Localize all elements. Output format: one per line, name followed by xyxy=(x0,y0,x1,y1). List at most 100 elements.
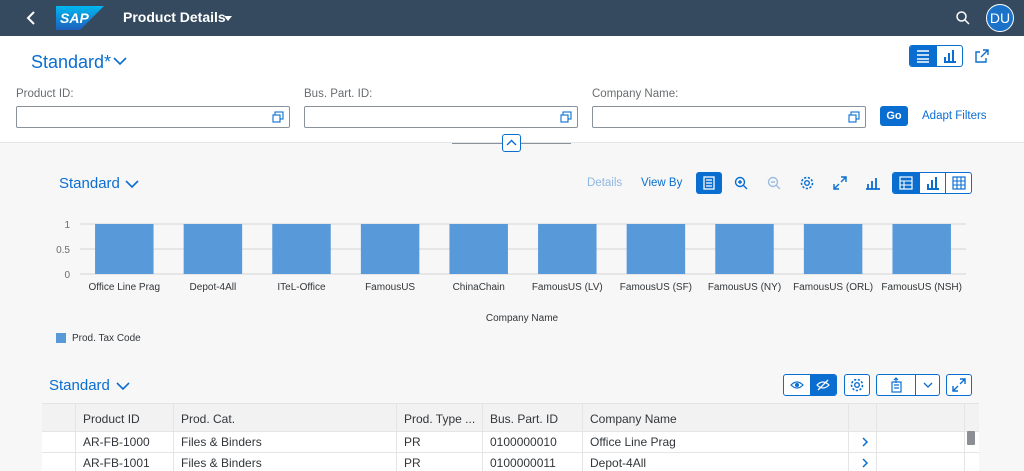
zoom-in-icon[interactable] xyxy=(733,175,749,191)
chevron-right-icon[interactable] xyxy=(859,457,871,469)
x-tick-label: FamousUS (SF) xyxy=(620,282,692,293)
show-button[interactable] xyxy=(784,375,810,395)
column-header[interactable]: Company Name xyxy=(590,412,677,426)
bar xyxy=(95,224,154,274)
column-divider xyxy=(582,404,583,471)
legend-label: Prod. Tax Code xyxy=(72,333,141,344)
value-help-icon[interactable] xyxy=(272,111,284,123)
table-only-button[interactable] xyxy=(945,173,971,193)
collapse-divider xyxy=(452,143,502,144)
chart-table-view-button[interactable] xyxy=(910,46,936,66)
export-dropdown-button[interactable] xyxy=(915,375,939,395)
table-fullscreen-button[interactable] xyxy=(946,374,972,396)
view-by-button[interactable]: View By xyxy=(641,177,683,189)
details-button[interactable]: Details xyxy=(587,177,623,189)
fullscreen-icon[interactable] xyxy=(832,175,848,191)
bar xyxy=(449,224,508,274)
x-tick-label: ITeL-Office xyxy=(277,282,326,293)
prod-type-cell: PR xyxy=(404,456,421,470)
bar xyxy=(183,224,243,274)
column-header[interactable]: Prod. Type ... xyxy=(404,412,476,426)
table-header: Product ID Prod. Cat. Prod. Type ... Bus… xyxy=(42,404,979,432)
chart-table-toggle[interactable] xyxy=(892,172,972,194)
export-menu[interactable] xyxy=(876,374,940,396)
settings-icon[interactable] xyxy=(799,175,815,191)
chevron-down-icon[interactable] xyxy=(124,178,140,190)
legend-swatch xyxy=(56,333,66,343)
column-header[interactable]: Prod. Cat. xyxy=(181,412,236,426)
adapt-filters-link[interactable]: Adapt Filters xyxy=(922,110,987,122)
hide-button[interactable] xyxy=(809,375,836,395)
column-header[interactable]: Product ID xyxy=(83,412,140,426)
chevron-down-icon[interactable] xyxy=(222,12,234,24)
chevron-right-icon[interactable] xyxy=(859,436,871,448)
visibility-toggle[interactable] xyxy=(783,374,837,396)
bus-part-id-cell: 0100000010 xyxy=(490,435,557,449)
x-tick-label: ChinaChain xyxy=(453,282,505,293)
app-title[interactable]: Product Details xyxy=(123,9,226,25)
export-icon xyxy=(891,377,902,393)
page-variant-selector[interactable]: Standard* xyxy=(31,52,112,72)
bar xyxy=(892,224,951,274)
x-tick-label: FamousUS (NSH) xyxy=(881,282,962,293)
chart-only-button[interactable] xyxy=(919,173,945,193)
bus-part-id-field[interactable] xyxy=(304,106,578,128)
column-divider xyxy=(876,404,877,471)
chevron-down-icon[interactable] xyxy=(112,55,128,67)
sap-logo[interactable]: SAP xyxy=(56,6,104,30)
chevron-down-icon xyxy=(923,382,932,388)
zoom-out-icon[interactable] xyxy=(766,175,782,191)
product-id-field[interactable] xyxy=(16,106,290,128)
table-icon xyxy=(951,176,966,190)
bar-chart-icon xyxy=(926,177,939,190)
back-icon[interactable] xyxy=(22,8,42,28)
bar xyxy=(272,224,331,274)
x-tick-label: Depot-4All xyxy=(190,282,237,293)
column-divider xyxy=(848,404,849,471)
chart-type-icon[interactable] xyxy=(865,175,881,191)
value-help-icon[interactable] xyxy=(848,111,860,123)
bus-part-id-cell: 0100000011 xyxy=(490,456,556,470)
legend-icon xyxy=(703,176,715,190)
table-row[interactable]: AR-FB-1001 Files & Binders PR 0100000011… xyxy=(42,453,979,471)
company-name-field[interactable] xyxy=(592,106,866,128)
legend-toggle-button[interactable] xyxy=(696,172,722,194)
product-id-cell: AR-FB-1001 xyxy=(83,456,150,470)
table-row[interactable]: AR-FB-1000 Files & Binders PR 0100000010… xyxy=(42,432,979,453)
prod-type-cell: PR xyxy=(404,435,421,449)
x-tick-label: FamousUS (NY) xyxy=(708,282,781,293)
settings-icon xyxy=(850,378,864,392)
table-variant-selector[interactable]: Standard xyxy=(49,377,110,394)
user-avatar[interactable]: DU xyxy=(986,4,1014,32)
chevron-up-icon xyxy=(506,139,517,146)
table-settings-button[interactable] xyxy=(844,374,870,396)
company-name-label: Company Name: xyxy=(592,88,679,100)
x-tick-label: FamousUS xyxy=(365,282,415,293)
y-tick-label: 0.5 xyxy=(56,245,70,256)
share-icon[interactable] xyxy=(974,48,990,64)
value-help-icon[interactable] xyxy=(560,111,572,123)
x-tick-label: Office Line Prag xyxy=(89,282,161,293)
chart-variant-selector[interactable]: Standard xyxy=(59,175,120,192)
chart-view-button[interactable] xyxy=(936,46,962,66)
export-button[interactable] xyxy=(877,375,915,395)
bar xyxy=(360,224,420,274)
go-button[interactable]: Go xyxy=(880,106,908,126)
y-tick-label: 0 xyxy=(64,270,70,281)
bus-part-id-label: Bus. Part. ID: xyxy=(304,88,373,100)
chart-and-table-button[interactable] xyxy=(893,173,919,193)
table-scrollbar[interactable] xyxy=(967,431,975,445)
bar xyxy=(803,224,863,274)
search-icon[interactable] xyxy=(955,10,971,26)
collapse-header-button[interactable] xyxy=(502,134,521,152)
column-divider xyxy=(173,404,174,471)
product-id-label: Product ID: xyxy=(16,88,74,100)
fullscreen-icon xyxy=(952,378,966,392)
column-header[interactable]: Bus. Part. ID xyxy=(490,412,559,426)
prod-cat-cell: Files & Binders xyxy=(181,456,262,470)
column-divider xyxy=(482,404,483,471)
column-divider xyxy=(964,404,965,471)
view-mode-toggle[interactable] xyxy=(909,45,963,67)
column-divider xyxy=(75,404,76,471)
chevron-down-icon[interactable] xyxy=(115,380,131,392)
